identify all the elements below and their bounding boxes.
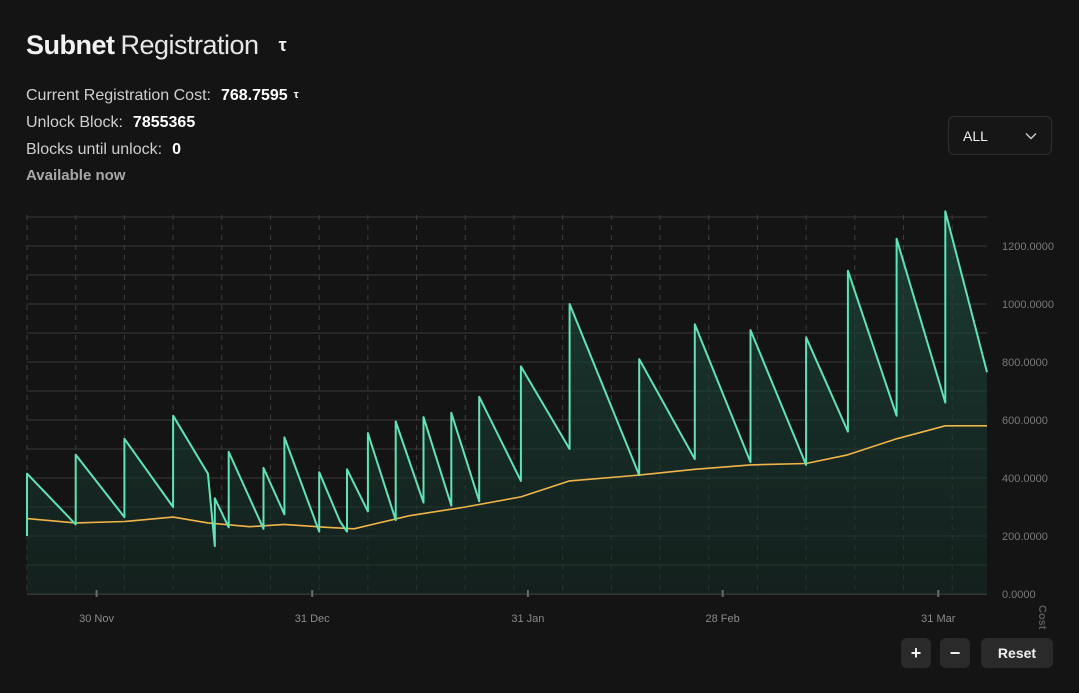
y-tick-label: 600.0000 <box>1002 415 1048 427</box>
unlock-value: 7855365 <box>132 114 196 131</box>
x-tick-label: 30 Nov <box>79 613 114 625</box>
y-tick-label: 200.0000 <box>1002 531 1048 543</box>
page-title: Subnet Registration τ <box>26 30 287 61</box>
x-tick-label: 28 Feb <box>706 613 740 625</box>
y-tick-label: 400.0000 <box>1002 473 1048 485</box>
tao-symbol: τ <box>278 35 287 55</box>
cost-value: 768.7595 <box>220 87 288 104</box>
blocks-value: 0 <box>172 141 181 158</box>
x-tick-label: 31 Jan <box>511 613 544 625</box>
series-line-average <box>26 425 987 530</box>
range-selected-value: ALL <box>963 127 988 144</box>
x-axis: 30 Nov 31 Dec 31 Jan 28 Feb 31 Mar <box>79 590 956 625</box>
x-tick-label: 31 Mar <box>921 613 956 625</box>
y-tick-label: 1200.0000 <box>1002 241 1054 253</box>
title-light: Registration <box>120 30 260 60</box>
chevron-down-icon <box>1025 132 1037 139</box>
cost-area <box>27 211 987 594</box>
y-axis: 0.0000 200.0000 400.0000 600.0000 800.0000 10… <box>1002 241 1054 601</box>
x-tick-label: 31 Dec <box>295 613 330 625</box>
cost-chart[interactable]: 30 Nov 31 Dec 31 Jan 28 Feb 31 Mar 0.0000 200… <box>0 200 1079 630</box>
y-tick-label: 0.0000 <box>1002 589 1036 601</box>
series-line-cost <box>26 210 988 548</box>
availability-status: Available now <box>26 167 126 184</box>
cost-symbol: τ <box>293 89 299 101</box>
y-tick-label: 800.0000 <box>1002 357 1048 369</box>
blocks-until-unlock-row: Blocks until unlock: 0 <box>26 141 181 159</box>
series-lines <box>26 210 988 548</box>
unlock-label: Unlock Block: <box>26 114 123 131</box>
blocks-label: Blocks until unlock: <box>26 141 163 158</box>
cost-label: Current Registration Cost: <box>26 87 211 104</box>
y-axis-title: Cost (TAO) <box>1036 605 1048 630</box>
title-bold: Subnet <box>26 30 115 60</box>
registration-cost-row: Current Registration Cost: 768.7595 τ <box>26 87 299 105</box>
zoom-in-button[interactable]: + <box>901 638 931 668</box>
zoom-out-button[interactable]: − <box>940 638 970 668</box>
range-select[interactable]: ALL <box>948 116 1052 155</box>
cost-area-fill <box>27 211 987 594</box>
unlock-block-row: Unlock Block: 7855365 <box>26 114 195 132</box>
reset-zoom-button[interactable]: Reset <box>981 638 1053 668</box>
y-tick-label: 1000.0000 <box>1002 299 1054 311</box>
